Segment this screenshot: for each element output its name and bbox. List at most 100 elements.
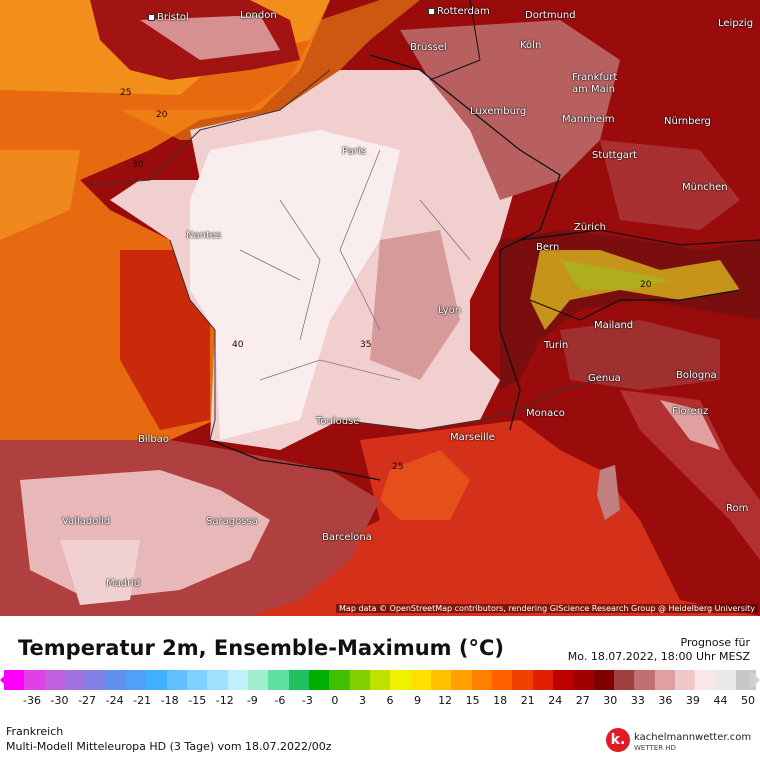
city-label[interactable]: Marseille — [450, 432, 495, 443]
city-name: Lyon — [438, 305, 462, 316]
city-name: Saragossa — [206, 516, 258, 527]
city-name: Florenz — [672, 406, 709, 417]
city-label[interactable]: Bologna — [676, 370, 717, 381]
city-label[interactable]: Nantes — [186, 230, 221, 241]
colorbar-swatch — [105, 670, 126, 690]
colorbar-tick-label: -6 — [274, 694, 286, 707]
colorbar-tick-label: 12 — [438, 694, 453, 707]
city-label[interactable]: Mailand — [594, 320, 633, 331]
city-name: Barcelona — [322, 532, 372, 543]
city-label[interactable]: Brüssel — [410, 42, 447, 53]
colorbar-swatch — [247, 670, 269, 690]
colorbar-swatch — [125, 670, 147, 690]
city-label[interactable]: Frankfurt am Main — [572, 72, 632, 96]
colorbar-tick-label: 39 — [685, 694, 700, 707]
city-label[interactable]: Rotterdam — [428, 6, 490, 17]
city-name: Nantes — [186, 230, 222, 241]
colorbar-swatch — [674, 670, 696, 690]
isoline-label: 25 — [120, 88, 132, 98]
city-label[interactable]: Paris — [342, 146, 366, 157]
colorbar-swatch — [288, 670, 309, 690]
city-name: Mannheim — [562, 114, 615, 125]
temperature-map[interactable]: Bristol London Rotterdam Dortmund Leipzi… — [0, 0, 760, 616]
brand-name[interactable]: kachelmannwetter.com — [634, 732, 752, 743]
colorbar-swatch — [552, 670, 574, 690]
colorbar-tick-label: 30 — [603, 694, 618, 707]
colorbar-swatch — [44, 670, 65, 690]
isoline-label: 20 — [156, 110, 168, 120]
city-label[interactable]: Bern — [536, 242, 559, 253]
city-label[interactable]: Nürnberg — [664, 116, 711, 127]
city-label[interactable]: München — [682, 182, 728, 193]
map-canvas — [0, 0, 760, 616]
city-label[interactable]: London — [240, 10, 277, 21]
city-label[interactable]: Madrid — [106, 578, 140, 589]
isoline-label: 40 — [232, 340, 244, 350]
city-label[interactable]: Rom — [726, 503, 748, 514]
colorbar-tick-label: 36 — [658, 694, 673, 707]
city-name: Genua — [588, 373, 621, 384]
city-label[interactable]: Leipzig — [718, 18, 753, 29]
city-label[interactable]: Barcelona — [322, 532, 372, 543]
city-label[interactable]: Florenz — [672, 406, 708, 417]
forecast-label: Prognose für — [680, 636, 751, 649]
city-name: Leipzig — [718, 18, 754, 29]
colorbar-tick-label: 21 — [520, 694, 535, 707]
city-name: Rotterdam — [437, 6, 490, 17]
colorbar-swatch — [451, 670, 472, 690]
page-title: Temperatur 2m, Ensemble-Maximum (°C) — [18, 636, 504, 660]
colorbar-swatch — [491, 670, 513, 690]
colorbar-swatch — [613, 670, 635, 690]
isoline-label: 25 — [392, 462, 404, 472]
city-label[interactable]: Dortmund — [525, 10, 576, 21]
colorbar-swatch — [593, 670, 614, 690]
colorbar-tick-label: -21 — [133, 694, 152, 707]
colorbar-swatch — [268, 670, 289, 690]
city-label[interactable]: Mannheim — [562, 114, 614, 125]
city-name: Toulouse — [316, 416, 360, 427]
colorbar-tick-label: -12 — [215, 694, 234, 707]
colorbar-tick-label: 18 — [493, 694, 508, 707]
city-label[interactable]: Turin — [544, 340, 568, 351]
city-label[interactable]: Monaco — [526, 408, 565, 419]
isoline-label: 30 — [132, 160, 144, 170]
city-name: Stuttgart — [592, 150, 637, 161]
colorbar-tick-label: 3 — [358, 694, 366, 707]
colorbar-swatch — [146, 670, 167, 690]
colorbar-swatch — [532, 670, 553, 690]
colorbar-swatch — [349, 670, 370, 690]
colorbar-swatch — [308, 670, 330, 690]
map-attribution[interactable]: Map data © OpenStreetMap contributors, r… — [336, 604, 758, 613]
colorbar-swatch — [430, 670, 452, 690]
city-label[interactable]: Toulouse — [316, 416, 359, 427]
colorbar-ticks: -36 -30 -27 -24 -21 -18 -15 -12 -9 -6 -3 0 3 6 9 12 15 18… — [0, 694, 760, 710]
city-label[interactable]: Saragossa — [206, 516, 258, 527]
city-label[interactable]: Stuttgart — [592, 150, 637, 161]
colorbar-swatch — [166, 670, 187, 690]
colorbar-tick-label: -18 — [160, 694, 179, 707]
city-label[interactable]: Bristol — [148, 12, 189, 23]
city-label[interactable]: Zürich — [574, 222, 606, 233]
city-label[interactable]: Bilbao — [138, 434, 169, 445]
colorbar-swatch — [471, 670, 492, 690]
colorbar-swatch — [186, 670, 208, 690]
city-label[interactable]: Köln — [520, 40, 541, 51]
colorbar-swatch — [227, 670, 248, 690]
colorbar-swatch — [369, 670, 391, 690]
city-label[interactable]: Luxemburg — [470, 106, 526, 117]
colorbar-tick-label: -3 — [301, 694, 313, 707]
city-label[interactable]: Genua — [588, 373, 621, 384]
city-name: Rom — [726, 503, 749, 514]
colorbar-tick-label: -15 — [188, 694, 207, 707]
kachelmann-logo-icon[interactable]: k. — [606, 728, 630, 752]
city-name: Bilbao — [138, 434, 170, 445]
city-name: London — [240, 10, 277, 21]
city-label[interactable]: Valladolid — [62, 516, 110, 527]
model-info: Multi-Modell Mitteleuropa HD (3 Tage) vo… — [6, 740, 332, 753]
city-name: Valladolid — [62, 516, 111, 527]
colorbar-tick-label: 44 — [713, 694, 728, 707]
isoline-label: 20 — [640, 280, 652, 290]
city-label[interactable]: Lyon — [438, 305, 461, 316]
city-name: München — [682, 182, 728, 193]
colorbar-tick-label: 24 — [548, 694, 563, 707]
